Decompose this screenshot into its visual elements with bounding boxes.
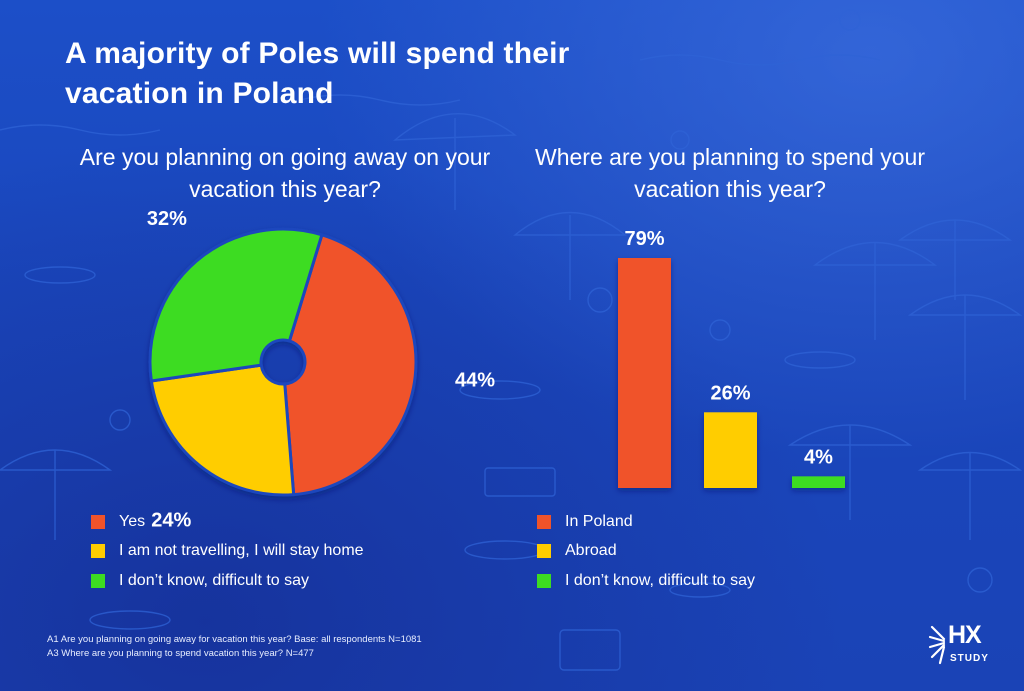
pie-legend: Yes I am not travelling, I will stay hom… [91,507,364,596]
bar-chart [618,258,845,488]
bar-chart-title: Where are you planning to spend your vac… [535,144,925,202]
pie-chart [148,227,418,497]
pie-slice-1 [283,232,418,497]
legend-swatch [91,544,105,559]
legend-label: I don’t know, difficult to say [119,571,310,589]
legend-swatch [537,514,551,529]
bar-dont-know-label: 4% [804,446,833,468]
logo-text: HX [948,621,982,649]
pie-chart-title: Are you planning on going away on your v… [79,144,491,202]
legend-label: I don’t know, difficult to say [565,571,756,589]
bar-abroad [704,412,757,488]
bar-in-poland [618,258,671,488]
legend-item-yes: Yes [91,507,364,537]
legend-label: Yes [119,512,146,530]
legend-item-stay-home: I am not travelling, I will stay home [91,537,364,567]
footnotes: A1 Are you planning on going away for va… [47,633,422,661]
legend-label: Abroad [565,542,617,560]
bar-dont-know [792,476,845,488]
legend-swatch [537,573,551,588]
pie-slice-3 [148,227,324,383]
logo-subtext: STUDY [950,653,989,664]
legend-item-dont-know: I don’t know, difficult to say [91,566,364,596]
pie-label-stay-home: 24% [151,509,191,531]
legend-swatch [91,573,105,588]
footnote-a3: A3 Where are you planning to spend vacat… [47,648,314,659]
legend-item-abroad: Abroad [537,537,755,567]
legend-item-in-poland: In Poland [537,507,755,537]
hx-study-logo: HX STUDY [928,621,998,671]
footnote-a1: A1 Are you planning on going away for va… [47,634,422,645]
bar-in-poland-label: 79% [624,228,664,250]
pie-label-dont-know: 32% [147,208,187,230]
pie-label-yes: 44% [455,370,495,392]
pie-data-labels: 44% 24% 32% [147,208,495,531]
page-title: A majority of Poles will spend their vac… [65,37,570,110]
bar-abroad-label: 26% [710,382,750,404]
pie-slice-2 [149,363,296,497]
logo-sunburst-icon [928,625,946,665]
legend-swatch [91,514,105,529]
legend-label: I am not travelling, I will stay home [119,542,364,560]
legend-swatch [537,544,551,559]
legend-label: In Poland [565,512,633,530]
bar-legend: In Poland Abroad I don’t know, difficult… [537,507,755,596]
bar-data-labels: 79% 26% 4% [624,228,833,468]
legend-item-dont-know: I don’t know, difficult to say [537,566,755,596]
